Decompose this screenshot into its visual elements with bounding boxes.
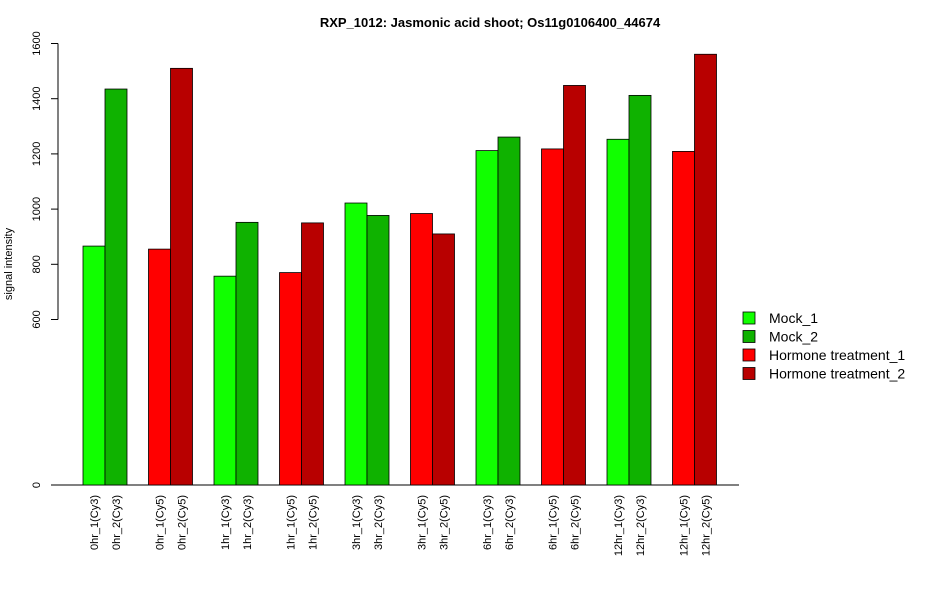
x-tick-label: 6hr_2(Cy5) [570, 495, 582, 550]
bar [344, 202, 368, 486]
x-tick-label: 6hr_1(Cy5) [548, 495, 560, 550]
bar [104, 88, 128, 486]
bar [279, 272, 302, 486]
legend-label: Hormone treatment_1 [769, 347, 905, 363]
y-tick-label: 0 [31, 482, 43, 488]
bar [628, 94, 652, 486]
bar [410, 213, 433, 486]
x-tick-label: 1hr_2(Cy5) [308, 495, 320, 550]
x-tick-label: 1hr_1(Cy3) [220, 495, 232, 550]
legend-swatch [742, 311, 756, 325]
y-tick-label: 1000 [31, 197, 43, 221]
y-tick-label: 1400 [31, 86, 43, 110]
x-tick-label: 0hr_1(Cy3) [89, 495, 101, 550]
bar [432, 233, 455, 486]
x-tick-label: 12hr_1(Cy5) [679, 495, 691, 556]
bar [563, 85, 586, 486]
bar [82, 245, 106, 486]
y-axis: 0 600 800 1000 1200 1400 1600 [31, 31, 59, 488]
y-tick-label: 600 [31, 310, 43, 328]
x-tick-label: 0hr_2(Cy5) [177, 495, 189, 550]
legend-label: Mock_1 [769, 310, 818, 326]
x-tick-label: 1hr_1(Cy5) [286, 495, 298, 550]
bar [148, 248, 171, 486]
x-tick-label: 0hr_2(Cy3) [111, 495, 123, 550]
x-tick-label: 3hr_2(Cy5) [439, 495, 451, 550]
x-tick-label: 1hr_2(Cy3) [242, 495, 254, 550]
x-tick-labels: 0hr_1(Cy3) 0hr_2(Cy3) 0hr_1(Cy5) 0hr_2(Cy5)… [89, 495, 713, 556]
x-tick-label: 12hr_2(Cy5) [701, 495, 713, 556]
x-tick-label: 12hr_1(Cy3) [613, 495, 625, 556]
bar [694, 53, 717, 486]
y-tick-label: 800 [31, 255, 43, 273]
bar [541, 148, 564, 486]
bars-group [58, 53, 739, 486]
bar [475, 150, 499, 486]
legend-swatch [742, 367, 756, 380]
bar [235, 221, 259, 486]
x-tick-label: 6hr_2(Cy3) [504, 495, 516, 550]
y-tick-label: 1600 [31, 31, 43, 55]
bar [497, 136, 521, 486]
x-tick-label: 12hr_2(Cy3) [635, 495, 647, 556]
chart-title: RXP_1012: Jasmonic acid shoot; Os11g0106… [320, 15, 661, 30]
x-tick-label: 3hr_2(Cy3) [373, 495, 385, 550]
x-tick-label: 3hr_1(Cy3) [351, 495, 363, 550]
bar [213, 275, 237, 486]
y-tick-label: 1200 [31, 142, 43, 166]
bar [672, 151, 695, 486]
x-tick-label: 3hr_1(Cy5) [417, 495, 429, 550]
bar [606, 138, 630, 486]
legend-swatch [742, 330, 756, 343]
legend: Mock_1 Mock_2 Hormone treatment_1 Hormone t… [742, 310, 905, 382]
x-tick-label: 0hr_1(Cy5) [155, 495, 167, 550]
x-tick-label: 6hr_1(Cy3) [482, 495, 494, 550]
legend-label: Hormone treatment_2 [769, 366, 905, 382]
bar [366, 215, 390, 486]
legend-label: Mock_2 [769, 329, 818, 345]
bar [301, 222, 324, 486]
y-axis-label: signal intensity [3, 227, 15, 300]
bar [170, 67, 193, 486]
legend-swatch [742, 348, 756, 362]
